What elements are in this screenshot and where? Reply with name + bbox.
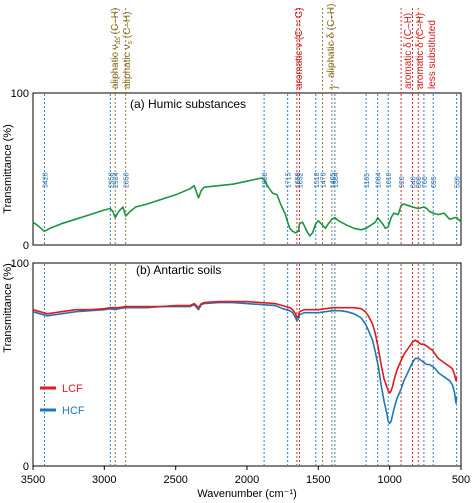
annotation-aliphatic-vas: aliphatic νas (C–H) (110, 8, 122, 89)
wavenumber-label-1715: 1715 (286, 172, 293, 188)
hcf-series-line (32, 301, 458, 425)
panel-b-ytick-100: 100 (11, 258, 29, 270)
wavenumber-label-760: 760 (422, 176, 429, 188)
x-tick-label-2500: 2500 (163, 474, 187, 486)
panel-b-series (32, 300, 458, 425)
wavenumber-label-920: 920 (399, 176, 406, 188)
annotation-less-substituted: less substituted (427, 20, 438, 89)
wavenumber-label-1518: 1518 (314, 172, 321, 188)
wavenumber-label-1405: 1405 (330, 172, 337, 188)
wavenumber-label-800: 800 (416, 176, 423, 188)
legend: LCF HCF (40, 383, 85, 417)
panel-b-ylabel: Transmittance (%) (2, 263, 14, 352)
wavenumber-label-1165: 1165 (364, 173, 371, 188)
legend-hcf-label: HCF (62, 405, 85, 417)
annotation-aromatic-cc: aromatic ν (C = C) (294, 8, 305, 89)
x-tick-label-3500: 3500 (21, 474, 45, 486)
wavenumber-label-1650: 1650 (295, 172, 302, 188)
wavenumber-label-1632: 1632 (298, 172, 305, 188)
annotation-aliphatic-vs: aliphatic νs (C–H) (122, 12, 134, 89)
panel-a-title: (a) Humic substances (130, 97, 246, 111)
annotation-brace: } (329, 85, 340, 89)
x-ticks: 3500 3000 2500 2000 1500 1000 500 (21, 466, 470, 486)
panel-a-guides (43, 8, 458, 244)
wavenumber-label-695: 695 (431, 176, 438, 188)
x-tick-label-1000: 1000 (377, 474, 401, 486)
annotation-aromatic-delta-less: aromatic δ (C–H) (415, 13, 426, 89)
lcf-series-line (32, 300, 458, 394)
x-tick-label-500: 500 (452, 474, 470, 486)
panel-b-frame (32, 262, 462, 467)
humic-series-line (32, 177, 462, 237)
wavenumber-label-2924: 2924 (113, 172, 120, 188)
panel-b-guides (43, 264, 458, 465)
panel-a-ylabel: Transmittance (%) (2, 124, 14, 213)
wavenumber-label-1880: 1880 (262, 172, 269, 188)
wavenumber-label-530: 530 (455, 176, 462, 188)
wavenumber-label-2850: 2850 (124, 172, 131, 188)
wavenumber-label-1384: 1384 (333, 172, 340, 188)
panel-a-series (32, 177, 462, 237)
panel-b-ytick-0: 0 (23, 461, 29, 473)
wavenumber-label-2958: 2958 (108, 172, 115, 188)
wavenumber-label-3420: 3420 (42, 172, 49, 188)
legend-lcf-label: LCF (62, 383, 83, 395)
panel-b-title: (b) Antartic soils (136, 263, 221, 277)
wavenumber-label-1084: 1084 (376, 172, 383, 188)
panel-a-ytick-0: 0 (23, 240, 29, 252)
x-tick-label-3000: 3000 (92, 474, 116, 486)
x-axis-label: Wavenumber (cm⁻¹) (197, 488, 297, 500)
wavenumber-label-1470: 1470 (321, 172, 328, 188)
annotation-aliphatic-delta: aliphatic δ (C–H) (326, 4, 337, 78)
wavenumber-label-1010: 1010 (386, 172, 393, 188)
annotation-aromatic-delta: aromatic δ (C–H) (403, 13, 414, 89)
top-annotations: aliphatic νas (C–H) aliphatic νs (C–H) a… (110, 4, 438, 89)
x-tick-label-1500: 1500 (306, 474, 330, 486)
wavenumber-label-840: 840 (411, 176, 418, 188)
panel-a-frame (32, 92, 462, 246)
panel-a-ytick-100: 100 (11, 88, 29, 100)
x-tick-label-2000: 2000 (235, 474, 259, 486)
